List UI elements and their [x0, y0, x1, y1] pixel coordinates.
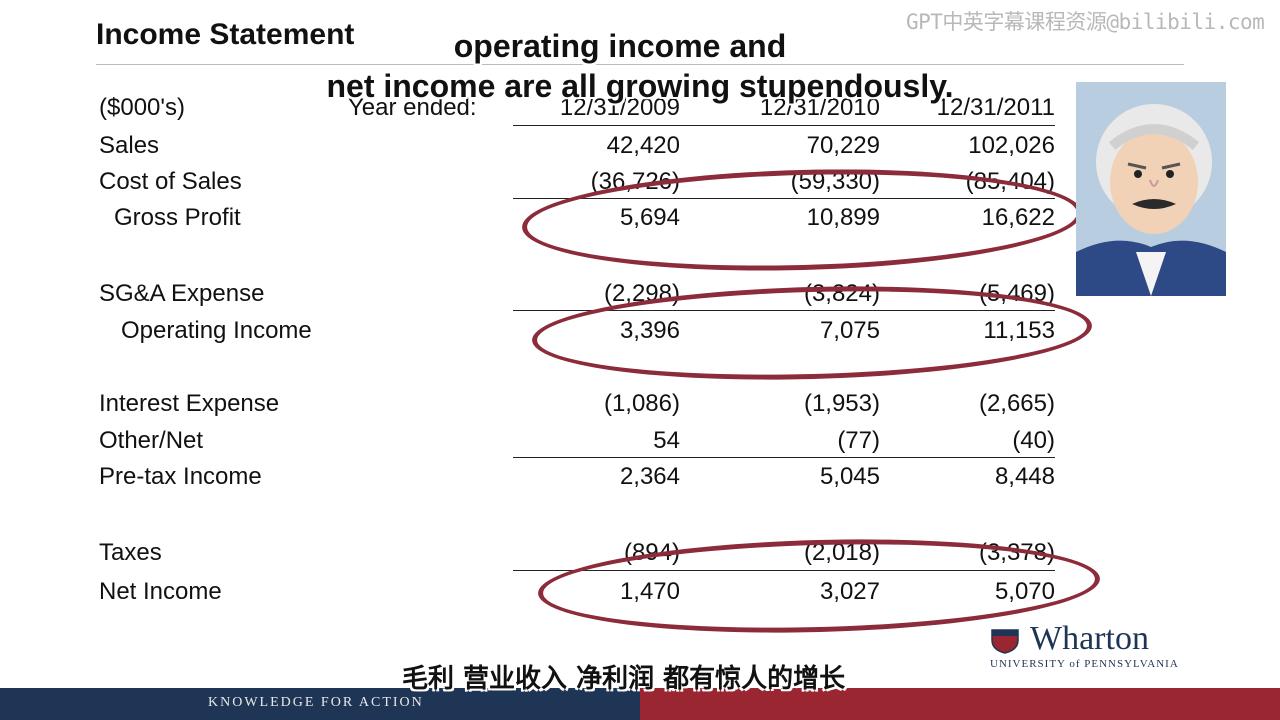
subtitle-english-line2: net income are all growing stupendously. — [326, 68, 954, 104]
cell-2011: 102,026 — [968, 132, 1055, 159]
cell-2011: (85,404) — [965, 168, 1055, 195]
cell-2009: (2,298) — [603, 280, 680, 307]
cell-2010: (1,953) — [803, 390, 880, 417]
cartoon-professor-icon — [1076, 82, 1226, 296]
year-header-2009: 12/31/2009 — [559, 94, 680, 121]
slide-title: Income Statement — [96, 18, 355, 51]
penn-shield-icon — [991, 629, 1019, 654]
row-label: Sales — [99, 132, 160, 159]
row-operating-income: Operating Income 3,396 7,075 11,153 — [0, 317, 1280, 349]
row-label: SG&A Expense — [99, 280, 265, 307]
row-label: Operating Income — [121, 317, 312, 344]
cell-2011: (2,665) — [978, 390, 1055, 417]
subtotal-rule — [513, 457, 1055, 458]
subtitle-english-line1: operating income and — [453, 28, 787, 64]
wharton-logo-name: Wharton — [1030, 620, 1149, 657]
row-label: Gross Profit — [114, 204, 241, 231]
cell-2009: 3,396 — [619, 317, 680, 344]
subtotal-rule — [513, 310, 1055, 311]
row-cost-of-sales: Cost of Sales (36,726) (59,330) (85,404) — [0, 168, 1280, 200]
cell-2009: (1,086) — [603, 390, 680, 417]
cell-2009: 1,470 — [619, 578, 680, 605]
cell-2010: 7,075 — [819, 317, 880, 344]
watermark: GPT中英字幕课程资源@bilibili.com — [906, 10, 1265, 34]
subtitle-chinese: 毛利 营业收入 净利润 都有惊人的增长 — [402, 664, 846, 694]
footer-tagline: KNOWLEDGE FOR ACTION — [208, 695, 424, 710]
units-label: ($000's) — [99, 94, 185, 121]
cell-2009: 5,694 — [619, 204, 680, 231]
row-other-net: Other/Net 54 (77) (40) — [0, 427, 1280, 459]
cell-2009: 2,364 — [619, 463, 680, 490]
cell-2009: 42,420 — [606, 132, 680, 159]
cell-2011: (3,378) — [978, 539, 1055, 566]
row-label: Cost of Sales — [99, 168, 242, 195]
cell-2011: 16,622 — [981, 204, 1055, 231]
cell-2011: 11,153 — [983, 317, 1055, 344]
row-taxes: Taxes (894) (2,018) (3,378) — [0, 539, 1280, 571]
year-ended-label: Year ended: — [348, 94, 477, 121]
cell-2010: (2,018) — [803, 539, 880, 566]
row-label: Other/Net — [99, 427, 204, 454]
cell-2009: (36,726) — [590, 168, 680, 195]
row-interest-expense: Interest Expense (1,086) (1,953) (2,665) — [0, 390, 1280, 422]
subtotal-rule — [513, 570, 1055, 571]
cell-2010: 10,899 — [806, 204, 880, 231]
cell-2011: (5,469) — [978, 280, 1055, 307]
cell-2011: 5,070 — [994, 578, 1055, 605]
row-sga-expense: SG&A Expense (2,298) (3,824) (5,469) — [0, 280, 1280, 312]
cell-2010: 70,229 — [806, 132, 880, 159]
row-label: Pre-tax Income — [99, 463, 262, 490]
cell-2010: 3,027 — [819, 578, 880, 605]
year-header-2011: 12/31/2011 — [936, 94, 1055, 121]
row-label: Interest Expense — [99, 390, 280, 417]
wharton-logo-subtitle: UNIVERSITY of PENNSYLVANIA — [990, 658, 1179, 670]
cell-2010: (77) — [837, 427, 880, 454]
footer-bar-red — [640, 688, 1280, 720]
professor-avatar — [1076, 82, 1226, 296]
cell-2009: 54 — [653, 427, 680, 454]
row-label: Net Income — [99, 578, 222, 605]
cell-2009: (894) — [623, 539, 680, 566]
cell-2010: 5,045 — [819, 463, 880, 490]
cell-2010: (59,330) — [790, 168, 880, 195]
row-net-income: Net Income 1,470 3,027 5,070 — [0, 578, 1280, 610]
row-pretax-income: Pre-tax Income 2,364 5,045 8,448 — [0, 463, 1280, 495]
cell-2011: (40) — [1012, 427, 1055, 454]
subtotal-rule — [513, 198, 1055, 199]
title-divider — [96, 64, 1184, 65]
cell-2010: (3,824) — [803, 280, 880, 307]
row-gross-profit: Gross Profit 5,694 10,899 16,622 — [0, 204, 1280, 236]
cell-2011: 8,448 — [994, 463, 1055, 490]
year-header-2010: 12/31/2010 — [759, 94, 880, 121]
header-underline — [513, 125, 1055, 126]
header-row: ($000's) Year ended: 12/31/2009 12/31/20… — [0, 94, 1280, 126]
row-sales: Sales 42,420 70,229 102,026 — [0, 132, 1280, 164]
row-label: Taxes — [99, 539, 162, 566]
footer-bar-navy — [0, 688, 640, 720]
